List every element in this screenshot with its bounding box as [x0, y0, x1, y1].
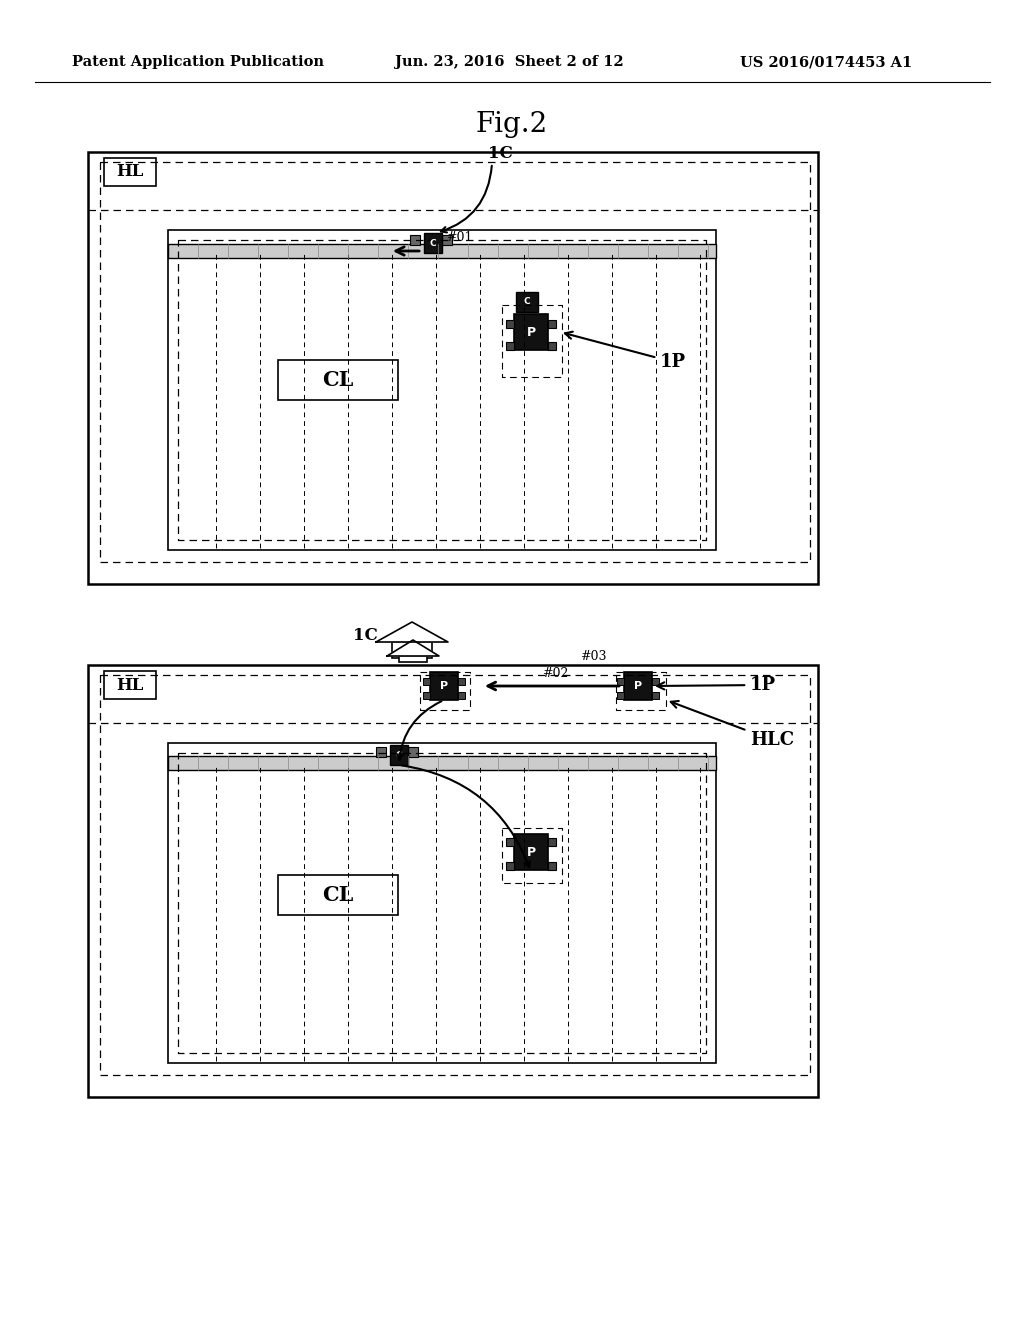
- Text: CL: CL: [323, 884, 353, 906]
- Text: #01: #01: [446, 231, 472, 244]
- Bar: [617, 692, 624, 700]
- Bar: [514, 314, 548, 350]
- Bar: [506, 862, 514, 870]
- Bar: [392, 642, 432, 657]
- Bar: [652, 678, 659, 685]
- Text: HLC: HLC: [671, 701, 795, 748]
- Bar: [390, 744, 408, 766]
- Bar: [278, 875, 398, 915]
- Bar: [506, 342, 514, 350]
- Bar: [168, 743, 716, 1063]
- Text: US 2016/0174453 A1: US 2016/0174453 A1: [740, 55, 912, 69]
- Bar: [430, 672, 458, 700]
- Bar: [548, 838, 556, 846]
- Text: Jun. 23, 2016  Sheet 2 of 12: Jun. 23, 2016 Sheet 2 of 12: [395, 55, 624, 69]
- Text: HL: HL: [117, 164, 143, 181]
- Text: 1C: 1C: [487, 145, 512, 162]
- Bar: [104, 671, 156, 700]
- Bar: [652, 692, 659, 700]
- Text: P: P: [634, 681, 642, 690]
- Text: C: C: [523, 297, 530, 306]
- Bar: [458, 692, 465, 700]
- Text: 1P: 1P: [565, 331, 686, 371]
- Bar: [168, 230, 716, 550]
- Bar: [514, 834, 548, 870]
- Text: Fig.2: Fig.2: [476, 111, 548, 139]
- Text: P: P: [526, 846, 536, 858]
- Bar: [408, 747, 418, 756]
- Bar: [617, 678, 624, 685]
- Bar: [423, 678, 430, 685]
- Bar: [516, 292, 538, 312]
- Bar: [376, 747, 386, 756]
- Bar: [88, 665, 818, 1097]
- Text: #02: #02: [542, 667, 568, 680]
- Bar: [624, 672, 652, 700]
- Bar: [506, 319, 514, 327]
- Text: 1C: 1C: [352, 627, 378, 644]
- Text: C: C: [395, 751, 402, 759]
- Bar: [548, 342, 556, 350]
- Text: Patent Application Publication: Patent Application Publication: [72, 55, 324, 69]
- Polygon shape: [376, 622, 449, 642]
- Text: P: P: [526, 326, 536, 338]
- Bar: [88, 152, 818, 583]
- Bar: [168, 756, 716, 770]
- Bar: [423, 692, 430, 700]
- Bar: [424, 234, 442, 253]
- Bar: [399, 656, 427, 663]
- Bar: [104, 158, 156, 186]
- Text: 1P: 1P: [657, 676, 776, 694]
- Bar: [506, 838, 514, 846]
- Polygon shape: [387, 640, 439, 656]
- Text: #03: #03: [580, 649, 606, 663]
- Text: C: C: [430, 239, 436, 248]
- Bar: [278, 360, 398, 400]
- Bar: [168, 244, 716, 257]
- Text: P: P: [440, 681, 449, 690]
- Text: HL: HL: [117, 676, 143, 693]
- Bar: [442, 235, 452, 246]
- Bar: [548, 319, 556, 327]
- Bar: [458, 678, 465, 685]
- Text: CL: CL: [323, 370, 353, 389]
- Bar: [410, 235, 420, 246]
- Bar: [548, 862, 556, 870]
